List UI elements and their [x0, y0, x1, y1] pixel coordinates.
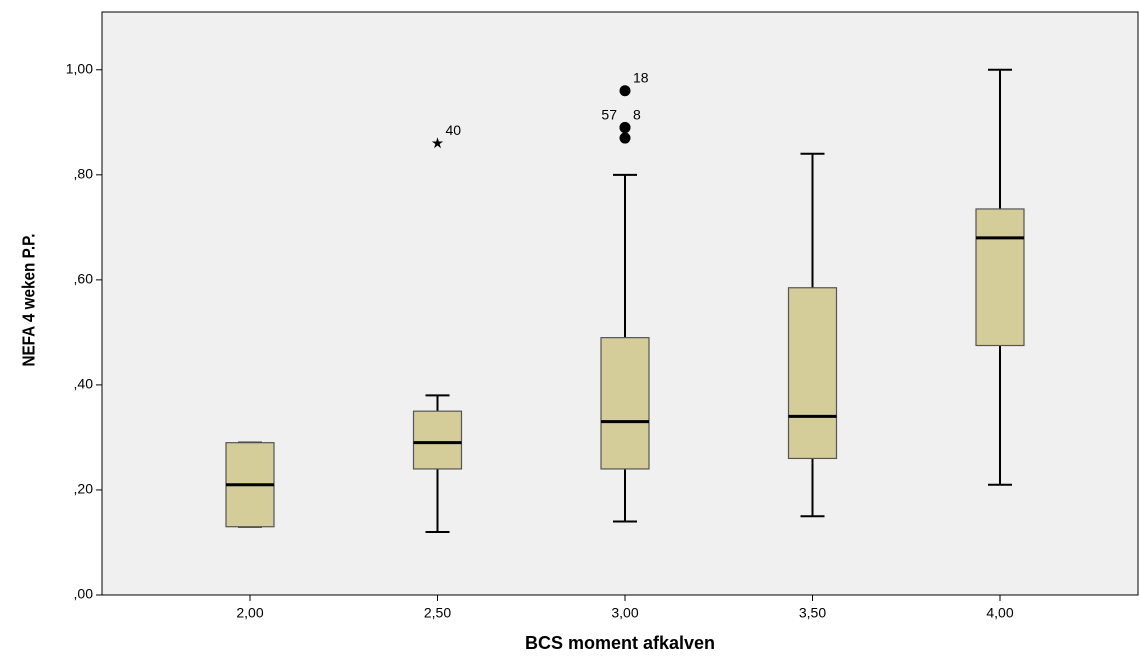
y-axis-title: NEFA 4 weken P.P.	[19, 233, 39, 366]
outlier	[619, 85, 631, 97]
x-tick-label: 3,00	[611, 605, 638, 621]
box	[975, 208, 1025, 347]
outlier-star	[431, 137, 444, 149]
x-tick-label: 2,50	[424, 605, 451, 621]
x-tick-label: 3,50	[799, 605, 826, 621]
outlier	[619, 132, 631, 144]
outlier-label: 18	[633, 69, 649, 85]
box	[787, 287, 838, 460]
y-tick-label: ,80	[74, 166, 94, 182]
y-tick-label: ,00	[74, 586, 94, 602]
y-tick-label: ,20	[74, 481, 94, 497]
x-axis-title: BCS moment afkalven	[525, 633, 715, 653]
y-tick-label: ,40	[74, 376, 94, 392]
outlier-label: 40	[446, 122, 462, 138]
outlier-label: 57	[601, 106, 617, 122]
x-tick-label: 4,00	[986, 605, 1013, 621]
y-tick-label: 1,00	[66, 60, 93, 76]
box	[600, 337, 650, 470]
box	[412, 410, 463, 470]
outlier-label: 8	[633, 106, 641, 122]
plot-area	[101, 11, 1139, 596]
outlier	[619, 122, 631, 134]
y-tick-label: ,60	[74, 271, 94, 287]
x-tick-label: 2,00	[236, 605, 263, 621]
